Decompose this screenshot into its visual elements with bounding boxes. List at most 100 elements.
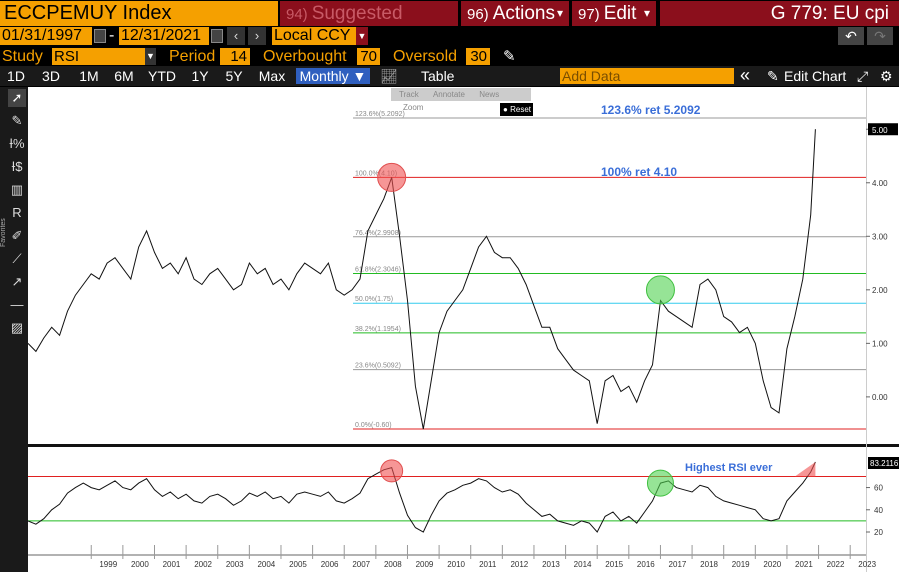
suggested-charts-menu[interactable]: 94)Suggested Charts xyxy=(280,1,458,50)
prev-period-icon[interactable]: ‹ xyxy=(227,27,245,45)
fib-percent-icon[interactable]: Ɨ% xyxy=(9,136,25,151)
rsi-highlight-marker xyxy=(646,469,674,497)
x-tick-label: 2002 xyxy=(194,560,212,569)
y-tick-label: 1.00 xyxy=(872,339,888,348)
x-tick-label: 2021 xyxy=(795,560,813,569)
last-value-box xyxy=(868,123,898,136)
brush-icon[interactable]: ✐ xyxy=(11,228,23,243)
x-tick-label: 2011 xyxy=(479,560,497,569)
redo-icon[interactable]: ↷ xyxy=(867,27,893,45)
dropdown-arrow-icon[interactable]: ▼ xyxy=(356,27,368,45)
fib-dollar-icon[interactable]: Ɨ$ xyxy=(11,159,23,174)
fib-level-label: 38.2%(1.1954) xyxy=(355,326,401,333)
x-tick-label: 2004 xyxy=(257,560,275,569)
x-tick-label: 2015 xyxy=(605,560,623,569)
undo-icon[interactable]: ↶ xyxy=(838,27,864,45)
study-bar: Study RSI ▼ Period 14 Overbought 70 Over… xyxy=(0,47,899,66)
pointer-icon[interactable]: ➚ xyxy=(8,89,26,107)
x-tick-label: 2003 xyxy=(226,560,244,569)
mini-track-button[interactable]: Track xyxy=(399,90,419,99)
annotation-text: Highest RSI ever xyxy=(685,462,773,474)
mini-zoom-button[interactable]: Zoom xyxy=(403,103,424,112)
period-3d[interactable]: 3D xyxy=(42,68,60,84)
fib-level-label: 123.6%(5.2092) xyxy=(355,111,405,118)
mini-annotate-button[interactable]: Annotate xyxy=(432,90,465,99)
menu-number: 94) xyxy=(286,6,308,23)
add-data-input[interactable]: Add Data xyxy=(560,68,734,84)
next-period-icon[interactable]: › xyxy=(248,27,266,45)
period-1d[interactable]: 1D xyxy=(7,68,25,84)
x-tick-label: 2017 xyxy=(669,560,687,569)
oversold-label: Oversold xyxy=(393,48,458,65)
edit-chart-pencil-icon[interactable]: ✎ xyxy=(767,68,779,84)
dropdown-arrow-icon[interactable]: ▼ xyxy=(145,48,156,65)
x-tick-label: 2005 xyxy=(289,560,307,569)
period-ytd[interactable]: YTD xyxy=(148,68,176,84)
end-date-input[interactable]: 12/31/2021 xyxy=(119,27,209,45)
x-tick-label: 2020 xyxy=(763,560,781,569)
chart-svg[interactable]: 123.6%(5.2092) 100.0%(4.10) 76.4%(2.9908) 6… xyxy=(28,87,899,572)
mini-news-button[interactable]: News xyxy=(479,90,500,99)
arrow-line-icon[interactable]: ↗ xyxy=(11,274,23,289)
period-6m[interactable]: 6M xyxy=(114,68,134,84)
date-separator: - xyxy=(109,27,115,44)
rsi-last-value-label: 83.2116 xyxy=(870,459,899,468)
trendline-icon[interactable]: ⟋ xyxy=(12,251,22,266)
chart-mini-toolbar: Track Annotate News Zoom xyxy=(391,88,531,112)
currency-select[interactable]: Local CCY xyxy=(272,27,368,45)
menu-number: 96) xyxy=(467,6,489,23)
highlight-marker xyxy=(645,275,675,305)
period-1m[interactable]: 1M xyxy=(79,68,99,84)
reset-button[interactable]: ● Reset xyxy=(500,103,533,116)
overbought-label: Overbought xyxy=(263,48,347,65)
edit-menu[interactable]: 97) Edit ▾ xyxy=(572,1,656,26)
fullscreen-icon[interactable]: ⤢ xyxy=(857,68,869,84)
calendar-icon[interactable] xyxy=(94,29,106,43)
ticker-field[interactable]: ECCPEMUY Index xyxy=(0,1,278,26)
fib-level-label: 50.0%(1.75) xyxy=(355,296,393,303)
calendar-icon[interactable] xyxy=(211,29,223,43)
parallel-icon[interactable]: ▨ xyxy=(10,320,24,335)
rsi-series-line xyxy=(28,461,816,533)
period-1y[interactable]: 1Y xyxy=(191,68,209,84)
date-bar: 01/31/1997 - 12/31/2021 ‹ › Local CCY ▼ … xyxy=(0,27,899,47)
overbought-input[interactable]: 70 xyxy=(357,48,380,65)
fib-level-label: 0.0%(-0.60) xyxy=(355,422,392,429)
pencil-icon[interactable]: ✎ xyxy=(11,113,23,128)
start-date-input[interactable]: 01/31/1997 xyxy=(0,27,92,45)
period-monthly[interactable]: Monthly ▼ xyxy=(296,68,370,84)
rsi-highlight-marker xyxy=(380,459,404,483)
oversold-input[interactable]: 30 xyxy=(466,48,490,65)
y-axis-line xyxy=(866,87,867,572)
x-tick-label: 2007 xyxy=(352,560,370,569)
channel-icon[interactable]: ▥ xyxy=(10,182,24,197)
fib-level-label: 76.4%(2.9908) xyxy=(355,230,401,237)
title-bar: ECCPEMUY Index 94)Suggested Charts 96)Ac… xyxy=(0,0,899,50)
settings-icon[interactable]: ⚙ xyxy=(880,68,893,84)
study-select[interactable]: RSI xyxy=(52,48,156,65)
reset-label: Reset xyxy=(510,105,531,114)
x-tick-label: 2000 xyxy=(131,560,149,569)
period-max[interactable]: Max xyxy=(258,68,286,84)
menu-label: Edit xyxy=(603,3,637,24)
fib-level-label: 100.0%(4.10) xyxy=(355,170,397,177)
horizontal-line-icon[interactable]: — xyxy=(10,297,24,312)
chart-toolbar: 1D 3D 1M 6M YTD 1Y 5Y Max Monthly ▼ 📈︎ T… xyxy=(0,66,899,86)
favorites-label: Favorites xyxy=(0,218,7,247)
x-tick-label: 2009 xyxy=(416,560,434,569)
regression-icon[interactable]: R xyxy=(12,205,22,220)
line-chart-icon[interactable]: 📈︎ xyxy=(380,68,398,84)
period-5y[interactable]: 5Y xyxy=(225,68,243,84)
x-tick-label: 2010 xyxy=(447,560,465,569)
table-button[interactable]: Table xyxy=(421,68,455,84)
collapse-icon[interactable]: « xyxy=(740,65,751,85)
chart-area[interactable]: 123.6%(5.2092) 100.0%(4.10) 76.4%(2.9908) 6… xyxy=(28,87,899,572)
x-tick-label: 1999 xyxy=(99,560,117,569)
period-input[interactable]: 14 xyxy=(220,48,250,65)
annotation-text: 123.6% ret 5.2092 xyxy=(601,103,701,117)
actions-menu[interactable]: 96) Actions ▾ xyxy=(461,1,569,26)
edit-study-pencil-icon[interactable]: ✎ xyxy=(503,48,516,65)
caret-down-icon: ▾ xyxy=(643,6,650,20)
caret-down-icon: ▾ xyxy=(556,6,563,20)
edit-chart-button[interactable]: Edit Chart xyxy=(784,68,847,84)
